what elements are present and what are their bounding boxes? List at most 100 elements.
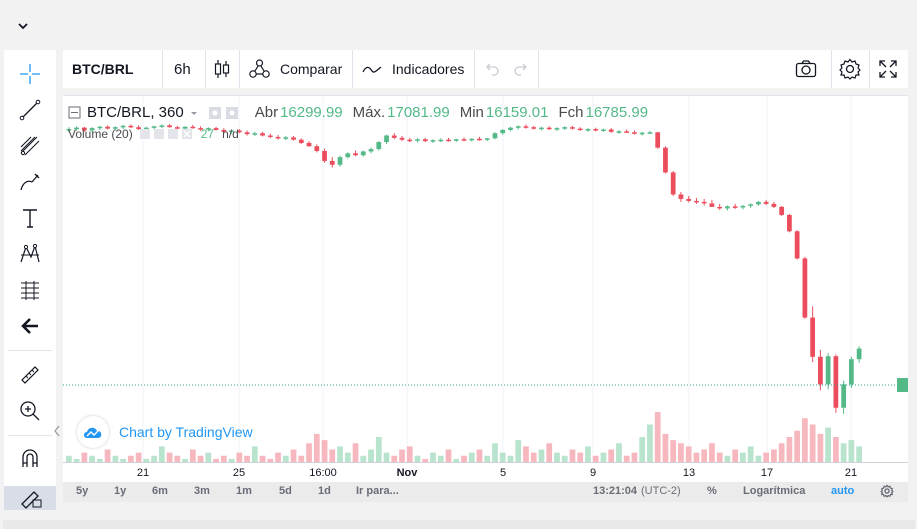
timezone-button[interactable]: (UTC-2) [641, 485, 681, 497]
candle [523, 124, 529, 129]
candle [577, 127, 583, 131]
x-tick-label: 5 [499, 467, 507, 479]
text-tool-icon[interactable] [17, 205, 43, 231]
candle [771, 201, 777, 208]
volume-bar [515, 440, 522, 462]
volume-bar [352, 443, 359, 462]
pattern-icon[interactable] [17, 241, 43, 267]
chevron-down-icon[interactable] [15, 18, 31, 34]
fib-retracement-icon[interactable] [17, 277, 43, 303]
indicator-settings-icon[interactable] [153, 128, 165, 140]
volume-bar [639, 437, 646, 462]
series-settings-icon[interactable] [225, 106, 239, 120]
candle [337, 155, 343, 167]
last-price-marker [897, 378, 908, 392]
gear-icon [880, 484, 894, 498]
arrow-left-icon[interactable] [17, 313, 43, 339]
trend-line-icon[interactable] [17, 97, 43, 123]
volume-bar [313, 433, 320, 462]
volume-bar [592, 455, 599, 462]
volume-bar [453, 458, 460, 462]
volume-bar [321, 440, 328, 462]
volume-bar [546, 443, 553, 462]
candlestick-chart[interactable] [63, 96, 908, 463]
compare-icon [249, 59, 270, 78]
screenshot-button[interactable] [794, 50, 818, 88]
attribution-text: Chart by TradingView [119, 424, 253, 440]
x-tick-label: 25 [232, 467, 246, 479]
lock-drawings-button[interactable] [4, 486, 56, 510]
volume-bar [267, 458, 274, 462]
eye-icon[interactable] [139, 128, 151, 140]
volume-bar [360, 455, 367, 462]
goto-date-button[interactable]: Ir para... [356, 485, 399, 497]
candle [322, 148, 327, 163]
chevron-down-icon[interactable] [188, 107, 200, 119]
volume-bar [135, 452, 142, 462]
candle [236, 129, 242, 134]
high-value: 17081.99 [387, 104, 450, 121]
candle [89, 127, 95, 133]
x-tick-label: Nov [396, 467, 418, 479]
chart-style-button[interactable] [212, 50, 232, 88]
volume-bar [290, 449, 297, 462]
settings-button[interactable] [838, 50, 862, 88]
percent-scale-button[interactable]: % [707, 485, 717, 497]
indicators-button[interactable]: Indicadores [361, 50, 464, 88]
toolbar-toggle-handle[interactable] [52, 418, 62, 444]
candle [384, 134, 389, 144]
candle [833, 354, 839, 413]
range-5d-button[interactable]: 5d [279, 485, 292, 497]
compare-button[interactable]: Comparar [247, 50, 342, 88]
redo-button[interactable] [512, 50, 530, 88]
tradingview-attribution[interactable]: Chart by TradingView [77, 416, 253, 448]
range-3m-button[interactable]: 3m [194, 485, 210, 497]
range-1d-button[interactable]: 1d [318, 485, 331, 497]
volume-bar [662, 433, 669, 462]
candle [229, 129, 234, 134]
scale-settings-button[interactable] [880, 484, 894, 501]
volume-bar [368, 449, 374, 462]
volume-bar [251, 446, 258, 462]
candle [190, 124, 196, 129]
crosshair-icon[interactable] [17, 61, 43, 87]
volume-bar [631, 452, 638, 462]
ruler-icon[interactable] [17, 362, 43, 388]
candle [624, 129, 630, 133]
range-5y-button[interactable]: 5y [76, 485, 89, 497]
volume-bar [817, 433, 824, 462]
candle [291, 135, 296, 141]
eye-icon[interactable] [208, 106, 222, 120]
undo-button[interactable] [483, 50, 501, 88]
time-axis[interactable]: 21 25 16:00 Nov 5 9 13 17 21 [63, 462, 908, 482]
cloud-chart-icon [84, 427, 102, 438]
candle [763, 199, 769, 205]
log-scale-button[interactable]: Logarítmica [743, 485, 806, 497]
chart-pane[interactable]: BTC/BRL, 360 Abr 16299.99 Máx. 17081.99 … [63, 95, 908, 463]
candle [275, 135, 281, 140]
range-6m-button[interactable]: 6m [152, 485, 168, 497]
candle [298, 138, 304, 144]
candle [438, 138, 444, 143]
candle [407, 137, 413, 143]
interval-button[interactable]: 6h [174, 50, 191, 88]
candle [492, 132, 498, 140]
candle [849, 356, 854, 389]
candle [632, 130, 637, 135]
volume-bar [577, 452, 584, 462]
zoom-in-icon[interactable] [17, 398, 43, 424]
move-icon[interactable] [167, 128, 179, 140]
range-1m-button[interactable]: 1m [236, 485, 252, 497]
symbol-search-button[interactable]: BTC/BRL [72, 50, 133, 88]
fullscreen-button[interactable] [878, 50, 898, 88]
volume-bar [538, 449, 545, 462]
auto-scale-button[interactable]: auto [831, 485, 855, 497]
collapse-legend-icon[interactable] [68, 106, 82, 120]
close-icon[interactable] [181, 128, 193, 140]
pitchfork-icon[interactable] [17, 133, 43, 159]
candle [81, 126, 87, 132]
candle [678, 191, 684, 202]
brush-icon[interactable] [17, 169, 43, 195]
magnet-icon[interactable] [17, 446, 43, 472]
range-1y-button[interactable]: 1y [114, 485, 127, 497]
